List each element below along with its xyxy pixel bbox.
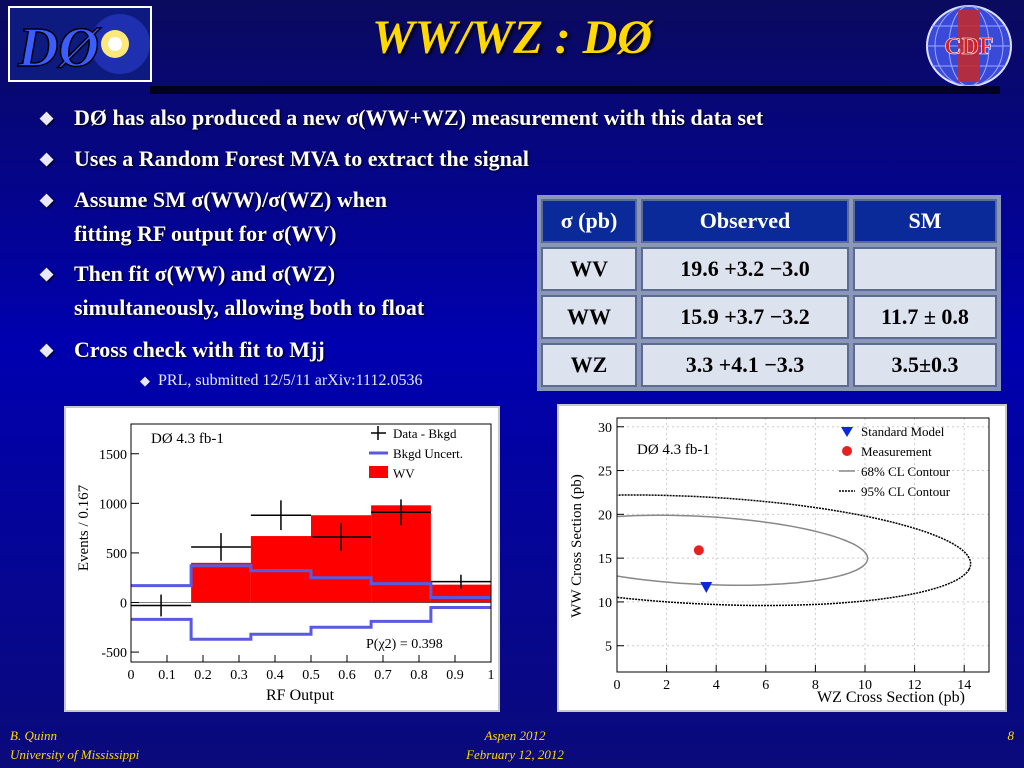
table-cell-name: WW [541, 295, 638, 339]
x-tick-label: 0.9 [446, 668, 464, 683]
x-tick-label: 14 [957, 678, 971, 693]
table-cell-sm: 3.5±0.3 [852, 343, 997, 387]
x-tick-label: 0.1 [158, 668, 176, 683]
results-table: σ (pb) Observed SM WV 19.6 +3.2 −3.0 WW … [537, 195, 1001, 391]
y-axis-label: Events / 0.167 [76, 484, 92, 571]
table-cell-observed: 3.3 +4.1 −3.3 [641, 343, 849, 387]
x-tick-label: 12 [908, 678, 922, 693]
y-tick-label: 20 [598, 508, 612, 523]
rf-output-svg: 0 0.1 0.2 0.3 0.4 0.5 0.6 0.7 0.8 0.9 1-5000500100… [76, 423, 495, 704]
y-axis-label: WW Cross Section (pb) [569, 474, 585, 617]
sm-point [700, 582, 713, 594]
bullet-diamond-icon: ◆ [40, 190, 54, 209]
bullet-diamond-icon: ◆ [40, 108, 54, 127]
table-cell-name: WV [541, 247, 638, 291]
footer-author: B. Quinn University of Mississippi [10, 728, 140, 762]
table-row: WZ 3.3 +4.1 −3.3 3.5±0.3 [541, 343, 997, 387]
cdf-logo: CDF [924, 4, 1014, 88]
y-tick-label: 5 [605, 640, 612, 655]
table-header-cell: σ (pb) [541, 199, 638, 243]
bullet-2: ◆ Uses a Random Forest MVA to extract th… [40, 141, 529, 177]
y-tick-label: -500 [101, 646, 127, 661]
x-tick-label: 10 [858, 678, 872, 693]
legend-entry: 95% CL Contour [861, 484, 951, 499]
rf-output-chart: 0 0.1 0.2 0.3 0.4 0.5 0.6 0.7 0.8 0.9 1 -500 0 500 100… [64, 406, 500, 712]
bullet-4: ◆ Then fit σ(WW) and σ(WZ) simultaneousl… [40, 256, 424, 326]
uncertainty-band [131, 605, 491, 641]
x-tick-label: 0 [614, 678, 621, 693]
cdf-logo-text: CDF [944, 34, 993, 60]
y-tick-label: 25 [598, 465, 612, 480]
bullet-3: ◆ Assume SM σ(WW)/σ(WZ) when fitting RF … [40, 182, 387, 252]
x-tick-label: 0.4 [266, 668, 284, 683]
contour-chart: 0 2 4 6 8 10 12 14 5 10 15 20 25 30 DØ 4.3 fb-1 WZ Cr… [557, 404, 1007, 712]
legend-entry: WV [393, 466, 415, 481]
x-tick-label: 8 [812, 678, 819, 693]
contour-svg: 0 2 4 6 8 10 12 14 5 10 15 20 25 30 DØ 4.3 fb-1 WZ Cr… [569, 417, 990, 706]
x-tick-label: 0.7 [374, 668, 392, 683]
d0-logo-text: DØ [17, 17, 101, 79]
title-rule [150, 86, 1000, 94]
legend-entry: Bkgd Uncert. [393, 446, 463, 461]
legend: Data - Bkgd Bkgd Uncert. WV [369, 426, 463, 481]
bullet-diamond-icon: ◆ [40, 340, 54, 359]
contour-line [617, 494, 972, 607]
x-tick-label: 2 [663, 678, 670, 693]
x-tick-label: 0.5 [302, 668, 320, 683]
x-tick-label: 6 [762, 678, 769, 693]
legend-entry: 68% CL Contour [861, 464, 951, 479]
x-tick-label: 0 [128, 668, 135, 683]
x-axis-label: RF Output [266, 687, 335, 704]
x-tick-label: 0.8 [410, 668, 428, 683]
x-axis-label: WZ Cross Section (pb) [817, 689, 965, 706]
uncertainty-band [131, 564, 491, 600]
bullet-1: ◆ DØ has also produced a new σ(WW+WZ) me… [40, 100, 763, 136]
legend-entry: Standard Model [861, 424, 945, 439]
legend: Standard Model Measurement 68% CL Contou… [839, 424, 951, 499]
y-tick-label: 15 [598, 552, 612, 567]
table-row: WV 19.6 +3.2 −3.0 [541, 247, 997, 291]
bullet-5: ◆ Cross check with fit to Mjj [40, 332, 325, 368]
y-tick-label: 1500 [99, 448, 127, 463]
table-cell-observed: 19.6 +3.2 −3.0 [641, 247, 849, 291]
measurement-point [693, 545, 704, 556]
d0-logo: DØ [8, 6, 152, 82]
table-row: WW 15.9 +3.7 −3.2 11.7 ± 0.8 [541, 295, 997, 339]
bullet-diamond-icon: ◆ [40, 149, 54, 168]
y-tick-label: 1000 [99, 497, 127, 512]
table-header-cell: SM [852, 199, 997, 243]
y-tick-label: 10 [598, 596, 612, 611]
bar [191, 562, 251, 603]
x-tick-label: 0.6 [338, 668, 356, 683]
slide-title: WW/WZ : DØ [371, 11, 652, 64]
table-header-row: σ (pb) Observed SM [541, 199, 997, 243]
y-tick-label: 30 [598, 421, 612, 436]
contour-line [617, 514, 869, 586]
sub-bullet: ◆ PRL, submitted 12/5/11 arXiv:1112.0536 [140, 372, 423, 389]
y-tick-label: 500 [106, 547, 127, 562]
footer-event: Aspen 2012 February 12, 2012 [466, 728, 564, 762]
table-cell-sm: 11.7 ± 0.8 [852, 295, 997, 339]
table-cell-sm [852, 247, 997, 291]
bullet-diamond-icon: ◆ [40, 264, 54, 283]
bullet-diamond-icon: ◆ [140, 373, 150, 388]
table-cell-name: WZ [541, 343, 638, 387]
chart-label: DØ 4.3 fb-1 [151, 431, 224, 447]
x-tick-label: 0.2 [194, 668, 212, 683]
chi2-annotation: P(χ2) = 0.398 [366, 637, 443, 652]
legend-entry: Data - Bkgd [393, 426, 457, 441]
chart-label: DØ 4.3 fb-1 [637, 442, 710, 458]
table-cell-observed: 15.9 +3.7 −3.2 [641, 295, 849, 339]
page-number: 8 [1007, 728, 1015, 743]
x-tick-label: 0.3 [230, 668, 248, 683]
legend-entry: Measurement [861, 444, 932, 459]
y-tick-label: 0 [120, 597, 127, 612]
x-tick-label: 4 [713, 678, 720, 693]
table-header-cell: Observed [641, 199, 849, 243]
x-tick-label: 1 [488, 668, 495, 683]
